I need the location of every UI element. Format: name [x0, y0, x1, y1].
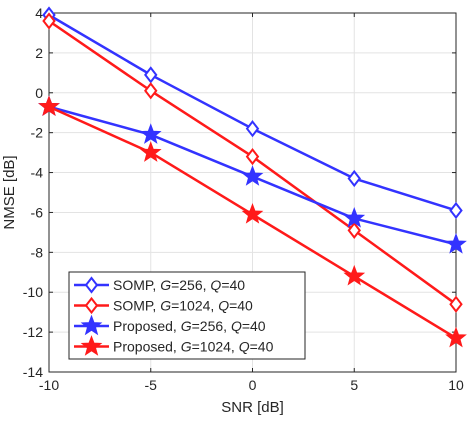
- star-marker: [445, 326, 467, 348]
- star-marker: [241, 203, 264, 224]
- diamond-marker: [144, 66, 158, 84]
- series-2: [42, 12, 463, 313]
- y-tick-label: -2: [31, 125, 44, 141]
- legend-entry: SOMP, G=256, Q=40: [74, 276, 245, 294]
- star-marker: [139, 141, 162, 162]
- y-tick-label: -10: [23, 284, 43, 300]
- diamond-marker: [449, 201, 463, 220]
- star-marker: [38, 95, 60, 116]
- star-marker: [343, 207, 366, 228]
- x-axis-label: SNR [dB]: [221, 399, 284, 416]
- legend-label: SOMP, G=256, Q=40: [113, 277, 245, 293]
- y-tick-label: -4: [31, 165, 44, 181]
- y-tick-label: -14: [23, 364, 43, 380]
- star-marker: [80, 335, 103, 356]
- series-4: [38, 95, 467, 348]
- y-tick-label: 0: [35, 85, 43, 101]
- star-marker: [241, 165, 264, 186]
- star-marker: [343, 264, 366, 286]
- star-marker: [80, 314, 103, 336]
- x-tick-label: -10: [39, 377, 59, 393]
- legend: SOMP, G=256, Q=40 SOMP, G=1024, Q=40 Propo…: [68, 271, 306, 360]
- diamond-marker: [245, 147, 260, 166]
- diamond-marker: [347, 169, 361, 188]
- legend-entry: SOMP, G=1024, Q=40: [74, 296, 253, 315]
- y-tick-label: -12: [23, 324, 43, 340]
- legend-entry: Proposed, G=256, Q=40: [74, 314, 266, 336]
- diamond-marker: [84, 296, 99, 315]
- y-tick-label: -6: [31, 204, 44, 220]
- y-axis-label: NMSE [dB]: [1, 155, 18, 229]
- diamond-marker: [347, 221, 361, 240]
- legend-label: Proposed, G=256, Q=40: [113, 318, 266, 334]
- y-tick-label: -8: [31, 244, 44, 260]
- diamond-marker: [144, 82, 158, 100]
- legend-entry: Proposed, G=1024, Q=40: [74, 335, 274, 356]
- legend-box: [68, 271, 306, 360]
- star-marker: [445, 232, 467, 254]
- diamond-marker: [84, 276, 99, 294]
- x-tick-label: 10: [448, 377, 464, 393]
- x-tick-label: 5: [350, 377, 358, 393]
- diamond-marker: [42, 12, 56, 30]
- legend-label: Proposed, G=1024, Q=40: [113, 339, 274, 355]
- star-marker: [139, 123, 162, 144]
- x-tick-label: 0: [249, 377, 257, 393]
- diamond-marker: [245, 120, 260, 138]
- x-tick-label: -5: [145, 377, 158, 393]
- axes: -10 -5 0 5 10 -14 -12 -10 -8 -6 -4 -2 0 2 4 SNR [dB] NMS…: [1, 5, 464, 416]
- diamond-marker: [449, 295, 463, 313]
- legend-label: SOMP, G=1024, Q=40: [113, 298, 253, 314]
- series-lines: [38, 6, 467, 348]
- y-tick-label: 2: [35, 45, 43, 61]
- y-tick-label: 4: [35, 5, 43, 21]
